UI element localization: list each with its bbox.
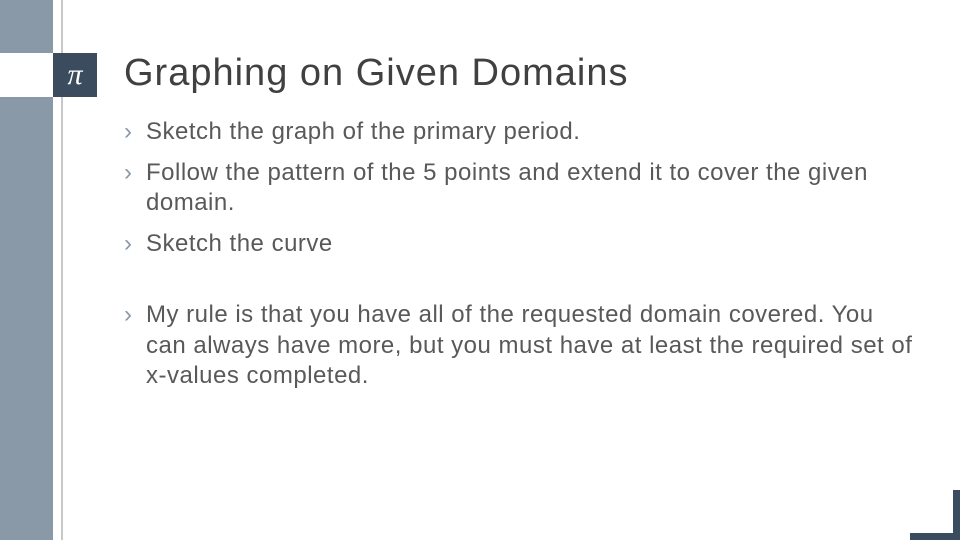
icon-row-rail-break <box>0 53 53 97</box>
list-item: My rule is that you have all of the requ… <box>124 300 920 392</box>
list-item: Follow the pattern of the 5 points and e… <box>124 158 920 219</box>
slide-title: Graphing on Given Domains <box>124 52 920 95</box>
list-item: Sketch the curve <box>124 229 920 260</box>
list-item: Sketch the graph of the primary period. <box>124 117 920 148</box>
slide-content: Graphing on Given Domains Sketch the gra… <box>124 52 920 402</box>
bullet-list: Sketch the graph of the primary period. … <box>124 117 920 260</box>
pi-icon: π <box>67 60 82 90</box>
bullet-list-2: My rule is that you have all of the requ… <box>124 300 920 392</box>
slide-icon-box: π <box>53 53 97 97</box>
corner-accent <box>910 490 960 540</box>
paragraph-gap <box>124 270 920 300</box>
